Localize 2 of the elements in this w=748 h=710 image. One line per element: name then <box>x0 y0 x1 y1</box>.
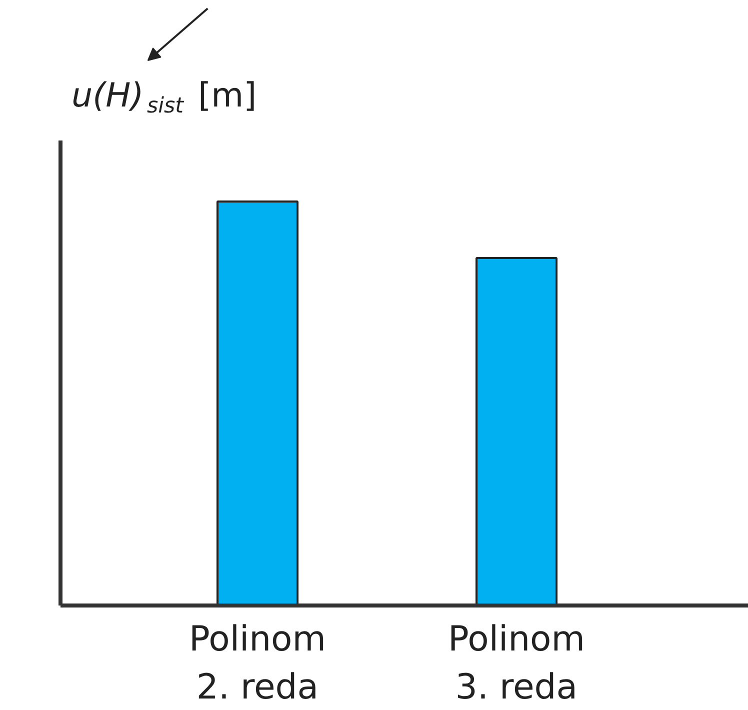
x-tick-label: Polinom 2. reda <box>188 620 326 708</box>
x-tick-label: Polinom 3. reda <box>448 620 586 708</box>
